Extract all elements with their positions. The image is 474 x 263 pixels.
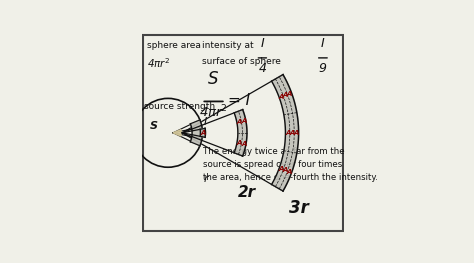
Text: surface of sphere: surface of sphere (202, 57, 281, 66)
Text: 4: 4 (258, 62, 266, 75)
Text: intensity at: intensity at (202, 41, 254, 50)
Text: A: A (283, 92, 288, 98)
Text: S: S (150, 121, 158, 131)
Polygon shape (272, 75, 299, 191)
Text: A: A (241, 141, 246, 147)
Text: I: I (204, 117, 207, 127)
Polygon shape (173, 130, 181, 136)
Text: 2r: 2r (238, 185, 256, 200)
Text: 9: 9 (319, 62, 327, 75)
Text: A: A (287, 169, 292, 175)
Text: A: A (237, 119, 242, 125)
Text: A: A (279, 166, 284, 172)
Text: A: A (237, 140, 242, 146)
Text: I: I (321, 37, 325, 50)
Text: S: S (208, 70, 219, 88)
Text: A: A (283, 167, 288, 173)
Text: source strength: source strength (144, 102, 215, 110)
Polygon shape (234, 110, 247, 156)
Text: r: r (203, 174, 208, 184)
Text: sphere area: sphere area (147, 41, 201, 50)
Text: A: A (241, 118, 246, 124)
Text: The energy twice as far from the
source is spread over four times
the area, henc: The energy twice as far from the source … (203, 147, 378, 182)
Text: 4$\pi$r$^2$: 4$\pi$r$^2$ (147, 56, 170, 70)
Polygon shape (191, 120, 202, 146)
Text: 4$\pi$r$^2$: 4$\pi$r$^2$ (199, 104, 228, 121)
Text: A: A (279, 94, 284, 100)
Text: 3r: 3r (289, 199, 309, 217)
Polygon shape (200, 128, 205, 137)
Text: A: A (285, 130, 291, 136)
Text: I: I (261, 37, 264, 50)
Text: A: A (287, 91, 292, 97)
Text: = I: = I (228, 93, 250, 108)
Text: A: A (200, 130, 206, 136)
Text: A: A (289, 130, 295, 136)
Text: A: A (294, 130, 299, 136)
